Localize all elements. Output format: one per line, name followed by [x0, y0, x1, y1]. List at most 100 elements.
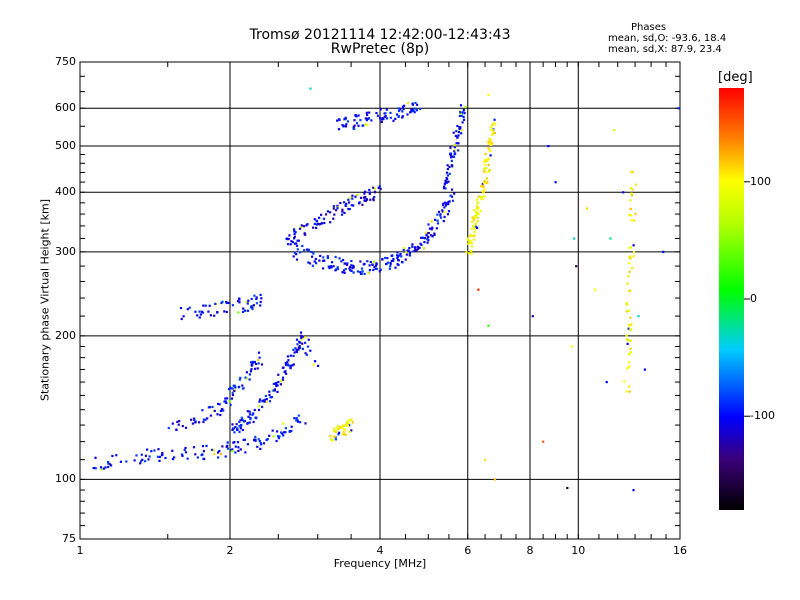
data-point	[312, 226, 315, 229]
data-point	[343, 201, 346, 204]
data-point	[255, 362, 258, 366]
data-point	[346, 262, 349, 265]
data-point	[473, 234, 476, 237]
data-point	[231, 450, 234, 453]
data-point	[333, 435, 336, 438]
data-point	[254, 439, 257, 442]
data-point	[232, 384, 235, 387]
data-point	[250, 363, 253, 367]
data-point	[240, 424, 243, 427]
data-point	[405, 253, 408, 256]
data-point	[357, 114, 360, 117]
data-point	[341, 210, 344, 213]
data-point	[198, 421, 201, 424]
data-point	[204, 304, 207, 307]
data-point	[366, 123, 369, 126]
data-point	[309, 349, 312, 352]
data-point	[251, 307, 254, 311]
data-point	[304, 422, 307, 425]
data-point	[375, 112, 378, 115]
data-point	[450, 164, 453, 167]
data-point	[403, 246, 406, 249]
data-point	[378, 270, 381, 273]
data-point	[629, 246, 632, 249]
data-point	[470, 233, 473, 237]
data-point	[261, 405, 264, 408]
data-point	[226, 447, 229, 450]
x-tick-label: 2	[226, 544, 234, 557]
data-point	[332, 430, 335, 433]
data-point	[445, 180, 448, 184]
data-point	[629, 289, 632, 292]
data-point	[296, 419, 299, 422]
data-point	[365, 198, 369, 201]
data-point	[350, 429, 353, 432]
data-point	[433, 233, 436, 236]
data-point	[470, 242, 473, 245]
data-point	[265, 398, 268, 401]
data-point	[293, 228, 296, 231]
data-point	[361, 203, 364, 206]
data-point	[290, 429, 293, 433]
data-point	[629, 316, 632, 319]
data-point	[630, 194, 633, 197]
data-point	[245, 377, 249, 380]
data-point	[484, 152, 487, 156]
data-point	[460, 132, 463, 135]
data-point	[446, 174, 449, 177]
data-point	[221, 300, 224, 303]
data-point	[326, 210, 329, 213]
data-point	[295, 348, 298, 351]
data-point	[414, 101, 417, 105]
data-point	[337, 433, 340, 436]
data-point	[360, 272, 363, 275]
data-point	[389, 265, 392, 268]
data-point	[593, 288, 597, 291]
data-point	[359, 119, 362, 122]
data-point	[476, 216, 479, 219]
data-point	[397, 115, 400, 118]
data-point	[342, 124, 345, 127]
data-point	[470, 252, 473, 255]
data-point	[300, 224, 303, 227]
data-point	[462, 109, 465, 112]
data-point	[322, 267, 325, 270]
data-point	[465, 251, 468, 254]
data-point	[460, 114, 463, 117]
data-point	[288, 429, 291, 433]
data-point	[374, 264, 378, 267]
data-point	[343, 262, 346, 265]
data-point	[207, 310, 210, 313]
data-point	[270, 396, 274, 399]
data-point	[102, 467, 105, 470]
data-point	[451, 188, 454, 191]
data-point	[415, 109, 418, 112]
x-axis-label: Frequency [MHz]	[333, 557, 427, 570]
data-point	[313, 222, 316, 225]
data-point	[352, 125, 355, 128]
data-point	[289, 354, 292, 357]
data-point	[627, 339, 630, 342]
data-point	[476, 208, 479, 211]
data-point	[455, 130, 458, 133]
data-point	[305, 248, 309, 251]
data-point	[349, 269, 352, 272]
data-point	[336, 119, 339, 122]
data-point	[626, 282, 629, 285]
data-point	[201, 310, 204, 313]
data-point	[298, 227, 302, 230]
data-point	[477, 195, 480, 198]
data-point	[295, 350, 298, 353]
data-point	[354, 114, 357, 117]
data-point	[232, 427, 235, 430]
data-point	[305, 224, 308, 227]
data-point	[331, 261, 334, 264]
data-point	[418, 246, 421, 249]
data-point	[150, 450, 153, 453]
data-point	[408, 252, 411, 255]
data-point	[293, 351, 296, 354]
data-point	[430, 220, 433, 223]
data-point	[442, 187, 446, 190]
data-point	[234, 445, 237, 448]
